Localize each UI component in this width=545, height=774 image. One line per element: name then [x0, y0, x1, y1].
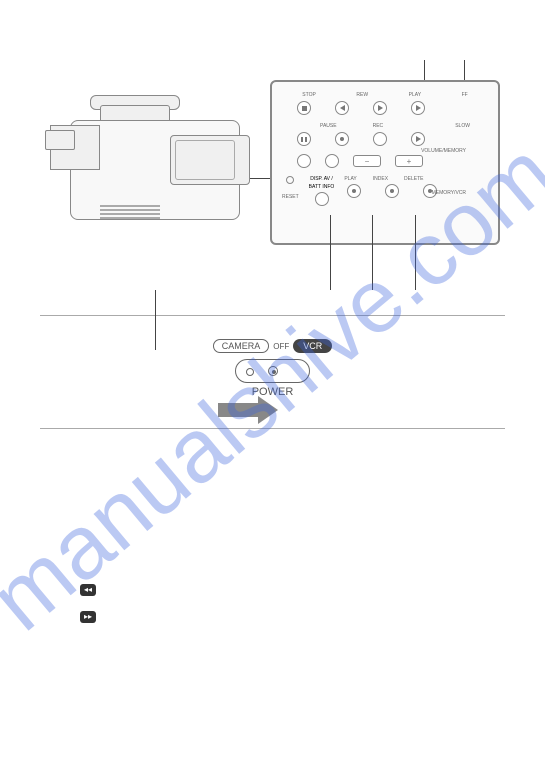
mem-play-button[interactable] — [347, 184, 361, 198]
mem-index-label: INDEX — [373, 176, 388, 182]
disp-label-2: BATT INFO — [309, 184, 335, 190]
slow-button[interactable] — [411, 132, 425, 146]
off-label: OFF — [273, 342, 289, 351]
bottom-icons: ◂◂ ▸▸ — [80, 579, 505, 633]
camera-mode-label: CAMERA — [213, 339, 270, 353]
disp-button[interactable] — [315, 192, 329, 206]
camera-lens-ring — [175, 140, 235, 180]
aux-button-2[interactable] — [325, 154, 339, 168]
ff-label: FF — [462, 92, 468, 98]
power-mode-labels: CAMERA OFF VCR — [213, 339, 333, 353]
ff-button[interactable] — [411, 101, 425, 115]
play-label: PLAY — [409, 92, 421, 98]
vol-down-button[interactable]: − — [353, 155, 381, 167]
disp-label-1: DISP. AV / — [310, 176, 333, 182]
panel-row-3: − + — [282, 154, 488, 168]
section-divider — [40, 428, 505, 429]
reset-dot — [286, 176, 294, 184]
mem-play-label: PLAY — [344, 176, 356, 182]
panel-top-labels: STOP REW PLAY FF — [282, 92, 488, 98]
panel-bottom-labels: PLAY INDEX DELETE — [344, 176, 488, 182]
camera-viewfinder — [45, 130, 75, 150]
power-lock-button[interactable] — [246, 368, 254, 376]
rew-label: REW — [356, 92, 368, 98]
rew-button[interactable] — [335, 101, 349, 115]
camera-indicator-line — [155, 290, 156, 350]
power-switch-illustration: CAMERA OFF VCR POWER — [40, 336, 505, 398]
reset-label: RESET — [282, 194, 299, 200]
panel-row-1 — [282, 101, 488, 115]
fastfwd-icon: ▸▸ — [80, 611, 96, 623]
mem-delete-label: DELETE — [404, 176, 423, 182]
vcr-mode-label: VCR — [293, 339, 332, 353]
panel-mid-labels: PAUSE REC SLOW — [282, 123, 488, 129]
bottom-indicator-lines — [310, 215, 490, 295]
panel-row-2 — [282, 132, 488, 146]
memory-vcr-label: MEMORY/VCR — [432, 190, 466, 196]
vol-up-button[interactable]: + — [395, 155, 423, 167]
mem-index-button[interactable] — [385, 184, 399, 198]
rec-button[interactable] — [335, 132, 349, 146]
rec-aux-button[interactable] — [373, 132, 387, 146]
power-switch[interactable] — [235, 359, 310, 383]
stop-label: STOP — [302, 92, 316, 98]
aux-button-1[interactable] — [297, 154, 311, 168]
rec-label: REC — [373, 123, 384, 129]
camera-illustration — [40, 90, 260, 240]
stop-button[interactable] — [297, 101, 311, 115]
panel-row-5 — [344, 184, 488, 198]
pause-button[interactable] — [297, 132, 311, 146]
volume-memory-label: VOLUME/MEMORY — [421, 148, 466, 154]
camera-grip-lines — [100, 205, 160, 225]
section-divider — [40, 315, 505, 316]
pause-label: PAUSE — [320, 123, 337, 129]
page-content: STOP REW PLAY FF PAUSE REC SLOW — [0, 0, 545, 693]
slow-label: SLOW — [455, 123, 470, 129]
rewind-icon: ◂◂ — [80, 584, 96, 596]
power-switch-dot — [268, 366, 278, 376]
play-button[interactable] — [373, 101, 387, 115]
